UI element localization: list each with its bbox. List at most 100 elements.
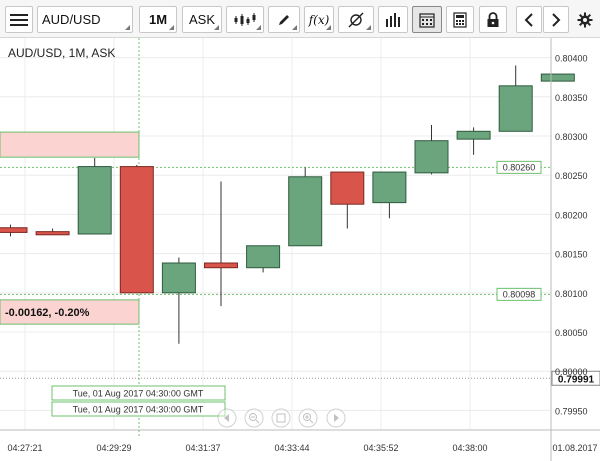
dropdown-corner-icon — [125, 25, 130, 30]
chart-title: AUD/USD, 1M, ASK — [8, 46, 116, 60]
candle-up[interactable] — [372, 171, 407, 219]
x-tick-label: 04:29:29 — [96, 443, 131, 453]
nav-button-ring — [326, 408, 346, 428]
candle-body — [540, 73, 575, 82]
hamburger-menu-icon[interactable] — [5, 6, 33, 33]
candle-body — [204, 262, 238, 269]
gear-icon — [577, 12, 593, 27]
price-side-selector[interactable]: ASK — [182, 6, 222, 33]
nav-button-ring — [298, 408, 318, 428]
timeframe-selector[interactable]: 1M — [139, 6, 177, 33]
price-label-box — [496, 287, 542, 301]
candlestick-type-icon — [234, 12, 256, 26]
toolbar: AUD/USD 1M ASK f(x) — [0, 0, 600, 38]
candle-body — [119, 166, 154, 294]
dropdown-corner-icon — [326, 25, 331, 30]
candle-up[interactable] — [540, 73, 575, 82]
x-tick-label: 04:33:44 — [274, 443, 309, 453]
chart-type-button[interactable] — [226, 6, 264, 33]
price-label-value: 0.80260 — [503, 162, 536, 172]
dropdown-corner-icon — [292, 25, 297, 30]
dropdown-corner-icon — [366, 25, 371, 30]
y-tick-label: 0.80400 — [555, 54, 588, 64]
nav-glyph — [276, 413, 286, 423]
candle-up[interactable] — [414, 125, 449, 175]
nav-next-icon[interactable] — [326, 408, 346, 428]
y-tick-label: 0.80050 — [555, 328, 588, 338]
price-side-label: ASK — [188, 12, 215, 27]
candle-up[interactable] — [498, 65, 533, 132]
y-tick-label: 0.80000 — [555, 367, 588, 377]
candle-body — [330, 171, 365, 205]
reset-zoom-icon[interactable] — [271, 408, 291, 428]
volume-button[interactable] — [378, 6, 408, 33]
candle-down[interactable] — [330, 171, 365, 229]
bar-chart-icon — [386, 12, 400, 27]
price-chart[interactable]: -0.00162, -0.20% 0.80260 0.80098 0.79991 Tue… — [0, 38, 600, 461]
price-label-value: 0.80098 — [503, 289, 536, 299]
indicator-fx-icon: f(x) — [308, 12, 330, 27]
scroll-left-button[interactable] — [516, 6, 542, 33]
candle-body — [0, 227, 28, 233]
settings-button[interactable] — [573, 6, 597, 33]
candle-down[interactable] — [35, 228, 70, 236]
price-zone-highlight-upper — [0, 131, 140, 158]
nav-button-ring — [244, 408, 264, 428]
crosshair-time-box — [51, 401, 226, 417]
price-change-label: -0.00162, -0.20% — [5, 307, 90, 319]
x-tick-label: 01.08.2017 — [552, 443, 597, 453]
symbol-label: AUD/USD — [42, 12, 101, 27]
calculator-icon — [453, 11, 467, 28]
calendar-button[interactable] — [412, 6, 442, 33]
crosshair-mode-button[interactable] — [338, 6, 374, 33]
candle-body — [161, 262, 196, 294]
candle-up[interactable] — [161, 257, 196, 344]
candle-down[interactable] — [0, 224, 28, 237]
zoom-in-icon[interactable] — [298, 408, 318, 428]
candle-up[interactable] — [246, 245, 281, 273]
drawing-tools-button[interactable] — [268, 6, 300, 33]
y-tick-label: 0.80350 — [555, 93, 588, 103]
x-tick-label: 04:27:21 — [7, 443, 42, 453]
x-tick-label: 04:35:52 — [363, 443, 398, 453]
zoom-out-icon[interactable] — [244, 408, 264, 428]
current-price-value: 0.79991 — [558, 374, 595, 385]
candle-up[interactable] — [77, 157, 112, 235]
dropdown-corner-icon — [214, 25, 219, 30]
chevron-left-icon — [524, 12, 533, 27]
timeframe-label: 1M — [148, 12, 168, 27]
candle-body — [35, 231, 70, 236]
scroll-right-button[interactable] — [543, 6, 569, 33]
candle-down[interactable] — [119, 165, 154, 294]
candle-body — [498, 85, 533, 132]
nav-glyph — [303, 413, 311, 421]
symbol-selector[interactable]: AUD/USD — [37, 6, 133, 33]
nav-glyph — [224, 414, 229, 422]
candle-up[interactable] — [288, 167, 323, 247]
candle-down[interactable] — [204, 181, 238, 307]
x-tick-label: 04:31:37 — [185, 443, 220, 453]
dropdown-corner-icon — [256, 25, 261, 30]
indicator-button[interactable]: f(x) — [304, 6, 334, 33]
y-tick-label: 0.80250 — [555, 171, 588, 181]
crosshair-time-label: Tue, 01 Aug 2017 04:30:00 GMT — [73, 405, 204, 415]
candle-body — [288, 176, 323, 247]
y-tick-label: 0.79950 — [555, 406, 588, 416]
nav-button-ring — [271, 408, 291, 428]
crosshair-cursor-icon — [348, 12, 364, 27]
dropdown-corner-icon — [169, 25, 174, 30]
lock-button[interactable] — [479, 6, 507, 33]
y-tick-label: 0.80200 — [555, 210, 588, 220]
candle-up[interactable] — [456, 127, 491, 155]
nav-button-ring — [217, 408, 237, 428]
nav-glyph — [309, 419, 314, 424]
calculator-button[interactable] — [446, 6, 474, 33]
y-tick-label: 0.80300 — [555, 132, 588, 142]
nav-glyph — [255, 419, 260, 424]
calendar-icon — [419, 12, 435, 28]
nav-prev-icon[interactable] — [217, 408, 237, 428]
current-price-box — [551, 370, 600, 386]
chart-area[interactable]: -0.00162, -0.20% 0.80260 0.80098 0.79991 Tue… — [0, 38, 600, 461]
candle-body — [414, 140, 449, 174]
crosshair-time-box — [51, 385, 226, 401]
